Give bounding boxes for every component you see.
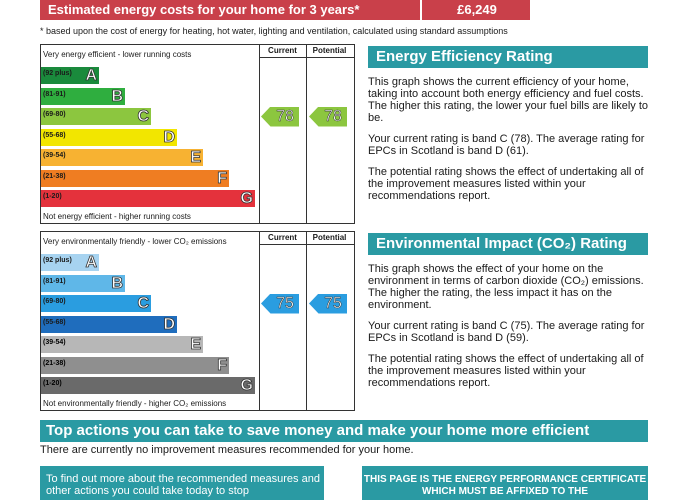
band-a: (92 plus) A <box>41 67 99 84</box>
band-range: (1-20) <box>43 380 62 387</box>
certificate-notice-box: THIS PAGE IS THE ENERGY PERFORMANCE CERT… <box>362 466 648 500</box>
band-e: (39-54) E <box>41 336 203 353</box>
band-c: (69-80) C <box>41 108 151 125</box>
potential-rating-value: 75 <box>324 294 342 312</box>
band-a: (92 plus) A <box>41 254 99 271</box>
band-range: (92 plus) <box>43 70 72 77</box>
band-letter: F <box>217 356 228 374</box>
band-range: (69-80) <box>43 111 66 118</box>
band-letter: C <box>137 295 149 313</box>
band-range: (81-91) <box>43 90 66 98</box>
band-letter: A <box>85 254 97 272</box>
band-letter: D <box>163 315 175 333</box>
potential-rating-value: 78 <box>324 107 342 125</box>
band-range: (55-68) <box>43 318 66 326</box>
band-letter: D <box>163 128 175 146</box>
current-header: Current <box>268 233 297 242</box>
environmental-impact-potential: The potential rating shows the effect of… <box>368 353 644 389</box>
band-e: (39-54) E <box>41 149 203 166</box>
environmental-impact-desc: This graph shows the effect of your home… <box>368 263 644 311</box>
band-letter: A <box>85 67 97 85</box>
band-range: (55-68) <box>43 131 66 139</box>
band-letter: E <box>190 336 201 354</box>
band-range: (39-54) <box>43 339 66 346</box>
band-letter: G <box>240 190 253 208</box>
band-c: (69-80) C <box>41 295 151 312</box>
chart-bottom-label: Not energy efficient - higher running co… <box>43 212 191 221</box>
current-header: Current <box>268 46 297 55</box>
band-range: (92 plus) <box>43 257 72 264</box>
band-letter: C <box>137 108 149 126</box>
band-g: (1-20) G <box>41 190 255 207</box>
band-d: (55-68) D <box>41 128 177 146</box>
energy-costs-value: £6,249 <box>420 0 532 20</box>
band-letter: B <box>111 87 123 105</box>
band-letter: F <box>217 169 228 187</box>
environmental-impact-heading: Environmental Impact (CO₂) Rating <box>368 233 648 255</box>
band-f: (21-38) F <box>41 356 229 374</box>
band-range: (21-38) <box>43 172 66 180</box>
energy-costs-label: Estimated energy costs for your home for… <box>48 2 360 17</box>
band-letter: G <box>240 377 253 395</box>
current-rating-arrow: 75 <box>261 293 299 314</box>
more-info-box: To find out more about the recommended m… <box>40 466 324 500</box>
environmental-impact-current: Your current rating is band C (75). The … <box>368 320 645 344</box>
top-actions-note: There are currently no improvement measu… <box>40 444 414 456</box>
energy-efficiency-desc: This graph shows the current efficiency … <box>368 76 649 124</box>
band-range: (1-20) <box>43 193 62 200</box>
energy-costs-bar: Estimated energy costs for your home for… <box>40 0 530 20</box>
chart-bottom-label: Not environmentally friendly - higher CO… <box>43 399 227 408</box>
band-range: (39-54) <box>43 152 66 159</box>
chart-top-label: Very environmentally friendly - lower CO… <box>43 237 227 246</box>
current-rating-value: 78 <box>276 107 294 125</box>
potential-header: Potential <box>312 46 347 55</box>
potential-rating-arrow: 78 <box>309 106 347 127</box>
chart-top-label: Very energy efficient - lower running co… <box>43 50 192 59</box>
band-letter: E <box>190 149 201 167</box>
costs-footnote: * based upon the cost of energy for heat… <box>40 26 508 36</box>
band-b: (81-91) B <box>41 274 125 292</box>
current-rating-value: 75 <box>276 294 294 312</box>
environmental-impact-chart: Current Potential Very environmentally f… <box>40 231 355 411</box>
band-letter: B <box>111 274 123 292</box>
potential-rating-arrow: 75 <box>309 293 347 314</box>
band-d: (55-68) D <box>41 315 177 333</box>
band-b: (81-91) B <box>41 87 125 105</box>
band-range: (21-38) <box>43 359 66 367</box>
top-actions-heading: Top actions you can take to save money a… <box>40 420 648 442</box>
band-f: (21-38) F <box>41 169 229 187</box>
energy-efficiency-chart: Current Potential Very energy efficient … <box>40 44 355 224</box>
band-range: (69-80) <box>43 298 66 305</box>
band-g: (1-20) G <box>41 377 255 394</box>
current-rating-arrow: 78 <box>261 106 299 127</box>
energy-efficiency-current: Your current rating is band C (78). The … <box>368 133 645 157</box>
energy-efficiency-heading: Energy Efficiency Rating <box>368 46 648 68</box>
energy-efficiency-potential: The potential rating shows the effect of… <box>368 166 644 202</box>
potential-header: Potential <box>312 233 347 242</box>
band-range: (81-91) <box>43 277 66 285</box>
